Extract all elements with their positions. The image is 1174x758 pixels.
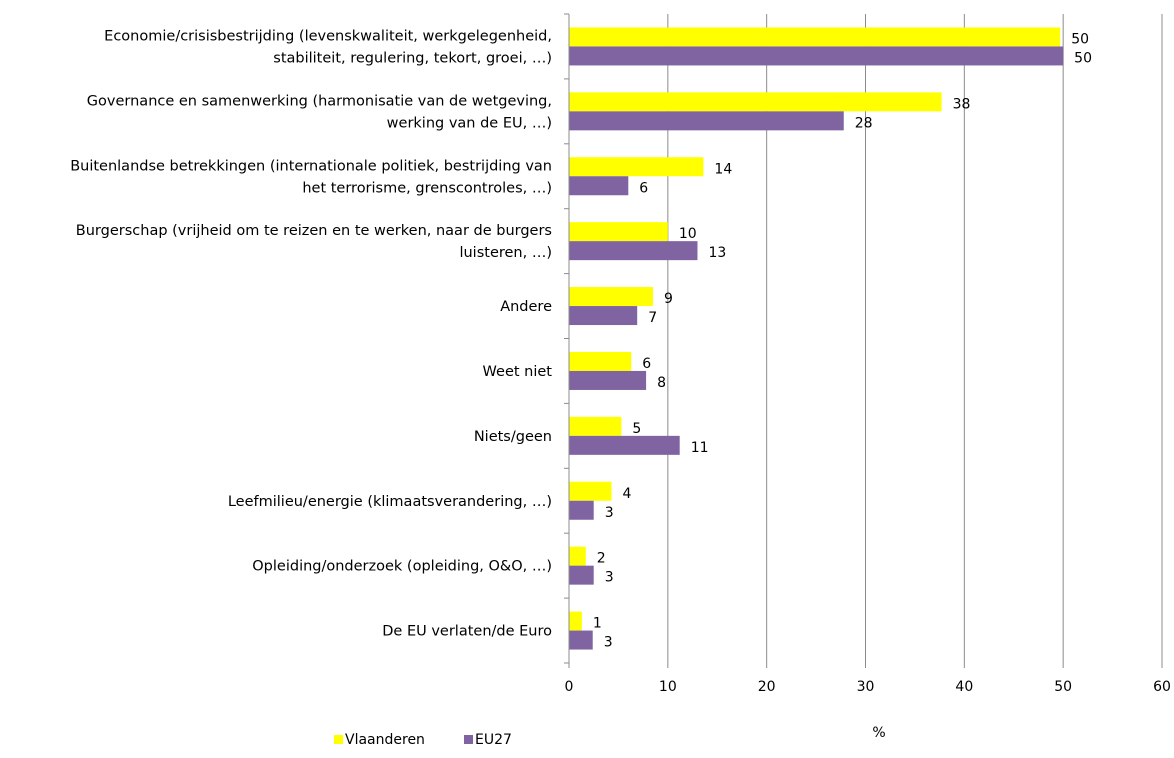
data-label: 3 xyxy=(604,635,613,651)
category-label: Leefmilieu/energie (klimaatsverandering,… xyxy=(228,494,552,510)
bar-eu27 xyxy=(569,176,629,196)
data-label: 10 xyxy=(679,226,697,242)
data-label: 13 xyxy=(708,245,726,261)
category-label: Weet niet xyxy=(483,364,553,380)
x-tick-label: 30 xyxy=(857,679,875,695)
category-label: Economie/crisisbestrijding (levenskwalit… xyxy=(104,28,552,44)
x-tick-label: 0 xyxy=(565,679,574,695)
bar-eu27 xyxy=(569,565,594,585)
category-label: Opleiding/onderzoek (opleiding, O&O, …) xyxy=(252,559,552,575)
category-label: Buitenlandse betrekkingen (international… xyxy=(70,158,552,174)
legend-label: EU27 xyxy=(475,732,512,748)
data-label: 6 xyxy=(639,180,648,196)
data-label: 6 xyxy=(642,356,651,372)
category-labels: Economie/crisisbestrijding (levenskwalit… xyxy=(70,28,552,639)
data-label: 1 xyxy=(593,616,602,632)
bar-eu27 xyxy=(569,435,680,455)
data-label: 14 xyxy=(714,161,732,177)
category-label: Burgerschap (vrijheid om te reizen en te… xyxy=(76,223,552,239)
category-label: De EU verlaten/de Euro xyxy=(382,624,552,640)
data-label: 2 xyxy=(597,551,606,567)
legend: Vlaanderen EU27 xyxy=(334,732,512,748)
bar-eu27 xyxy=(569,111,844,131)
bar-vlaanderen xyxy=(569,351,632,371)
bar-eu27 xyxy=(569,46,1064,66)
bar-vlaanderen xyxy=(569,546,586,566)
category-label: werking van de EU, …) xyxy=(387,115,552,131)
data-label: 9 xyxy=(664,291,673,307)
data-label: 8 xyxy=(657,375,666,391)
category-label: stabiliteit, regulering, tekort, groei, … xyxy=(273,50,552,66)
data-label: 11 xyxy=(691,440,709,456)
category-label: Andere xyxy=(500,299,552,315)
bar-vlaanderen xyxy=(569,287,654,307)
x-tick-label: 50 xyxy=(1054,679,1072,695)
x-tick-label: 60 xyxy=(1153,679,1171,695)
data-label: 28 xyxy=(855,115,873,131)
x-axis-label: % xyxy=(872,725,885,741)
bar-vlaanderen xyxy=(569,27,1061,47)
bars xyxy=(569,27,1064,650)
bar-vlaanderen xyxy=(569,611,582,631)
x-tick-label: 10 xyxy=(659,679,677,695)
x-tick-label: 40 xyxy=(955,679,973,695)
bar-eu27 xyxy=(569,306,638,326)
category-label: Niets/geen xyxy=(474,429,552,445)
x-tick-label: 20 xyxy=(758,679,776,695)
data-label: 50 xyxy=(1071,31,1089,47)
bar-eu27 xyxy=(569,500,594,520)
legend-swatch xyxy=(464,735,473,744)
legend-label: Vlaanderen xyxy=(345,732,425,748)
data-label: 3 xyxy=(605,570,614,586)
bar-vlaanderen xyxy=(569,222,668,242)
data-label: 4 xyxy=(622,486,631,502)
bar-eu27 xyxy=(569,241,698,261)
data-label: 3 xyxy=(605,505,614,521)
data-label: 5 xyxy=(632,421,641,437)
category-label: luisteren, …) xyxy=(459,245,552,261)
bar-eu27 xyxy=(569,630,593,650)
bar-eu27 xyxy=(569,370,647,390)
bar-vlaanderen xyxy=(569,416,622,436)
legend-swatch xyxy=(334,735,343,744)
axes xyxy=(564,13,1163,668)
category-label: Governance en samenwerking (harmonisatie… xyxy=(87,93,552,109)
tick-labels: 0 10 20 30 40 50 60 xyxy=(565,679,1171,695)
bar-vlaanderen xyxy=(569,157,704,177)
data-label: 7 xyxy=(648,310,657,326)
data-label: 38 xyxy=(953,96,971,112)
bar-vlaanderen xyxy=(569,481,612,501)
category-label: het terrorisme, grenscontroles, …) xyxy=(302,180,552,196)
bar-vlaanderen xyxy=(569,92,942,112)
data-label: 50 xyxy=(1074,50,1092,66)
